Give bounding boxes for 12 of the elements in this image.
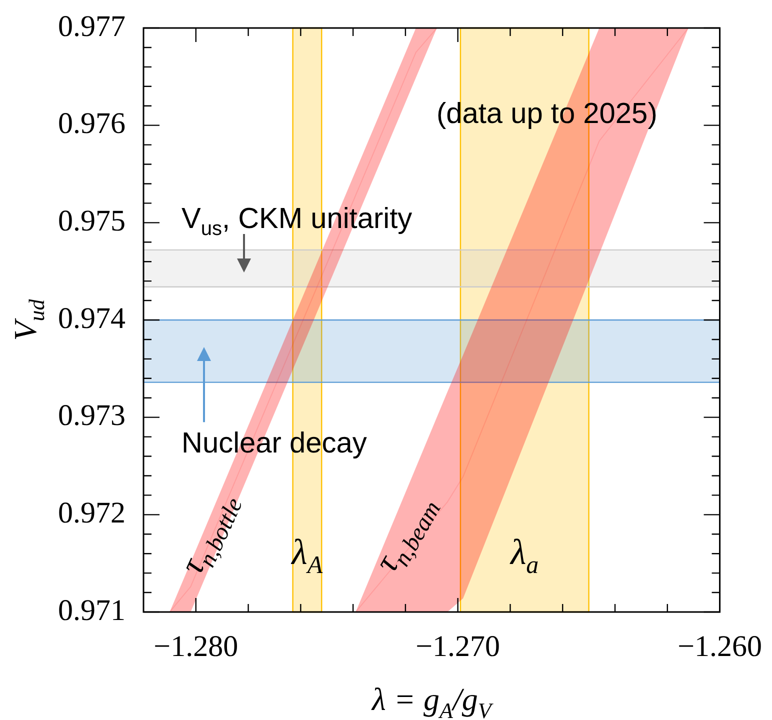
x-tick-label: −1.280 bbox=[154, 630, 238, 663]
y-tick-label: 0.975 bbox=[58, 204, 126, 238]
y-tick-label: 0.971 bbox=[58, 594, 126, 627]
y-tick-label: 0.973 bbox=[58, 399, 126, 432]
y-axis-title: Vud bbox=[7, 298, 49, 341]
x-tick-label: −1.270 bbox=[416, 630, 500, 663]
text: τn,bottle bbox=[173, 494, 248, 580]
y-tick-label: 0.976 bbox=[58, 107, 126, 140]
y-tick-label: 0.972 bbox=[58, 496, 126, 530]
y-tick-label: 0.974 bbox=[58, 302, 126, 335]
x-tick-label: −1.260 bbox=[678, 630, 762, 663]
y-tick-label: 0.977 bbox=[58, 10, 126, 43]
